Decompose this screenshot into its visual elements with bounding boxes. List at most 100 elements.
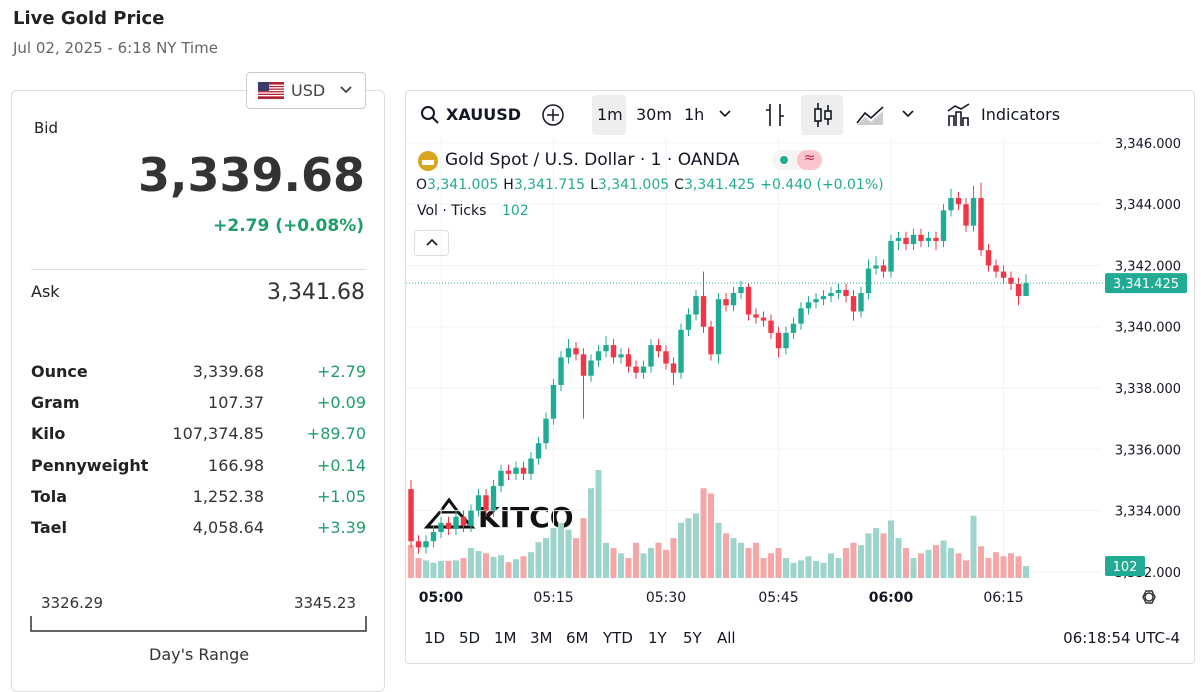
ask-price: 3,341.68 (267, 280, 365, 305)
volume-bar (978, 546, 984, 578)
candle-body (513, 467, 519, 474)
candle-body (723, 299, 729, 306)
chevron (340, 86, 352, 94)
x-tick-label: 05:15 (533, 590, 573, 606)
volume-bar (805, 556, 812, 578)
candle-body (925, 237, 932, 241)
range-high: 3345.23 (293, 594, 356, 612)
bid-label: Bid (34, 119, 58, 137)
candle-body (753, 314, 759, 318)
chevron[interactable] (901, 108, 915, 120)
bar-style-icon[interactable] (764, 102, 786, 128)
candle-body (408, 489, 414, 542)
volume-bar (423, 560, 429, 578)
volume-bar (573, 538, 579, 578)
settings-icon[interactable] (1142, 590, 1156, 604)
unit-change: +0.09 (316, 393, 366, 413)
volume-tag-label: 102 (1113, 560, 1138, 575)
candle-style-active[interactable] (801, 95, 843, 135)
range-button[interactable]: All (717, 629, 736, 647)
volume-bar (603, 542, 609, 578)
y-tick-label: 3,344.000 (1115, 198, 1181, 213)
interval[interactable]: 1h (684, 105, 705, 124)
volume-bar (753, 542, 759, 578)
chevron[interactable] (718, 108, 732, 120)
candle-icon (814, 103, 832, 127)
volume-bar (963, 560, 969, 578)
candle-body (843, 289, 849, 297)
volume-bar (685, 518, 692, 578)
currency-select[interactable]: USD (246, 72, 366, 109)
interval[interactable]: 1m (597, 105, 623, 124)
range-bar (30, 616, 367, 632)
candle-body (588, 360, 594, 376)
candle-body (865, 268, 872, 294)
volume-bar (843, 548, 849, 578)
chart-title: Gold Spot / U.S. Dollar · 1 · OANDA (445, 150, 740, 170)
volume-bar (820, 562, 827, 578)
volume-bar (873, 528, 879, 578)
volume-bar (678, 522, 684, 578)
unit-name: Kilo (31, 424, 66, 444)
candle-body (618, 354, 624, 358)
candle-body (670, 363, 677, 373)
volume-bar (505, 562, 512, 578)
volume-bar (955, 553, 962, 578)
indicators-icon[interactable] (946, 102, 972, 128)
volume-bar (648, 548, 654, 578)
range-button[interactable]: 3M (530, 629, 553, 647)
unit-price: 4,058.64 (192, 518, 264, 537)
range-button[interactable]: YTD (603, 629, 633, 647)
volume-bar (565, 529, 572, 578)
y-tick-label: 3,338.000 (1115, 382, 1181, 397)
range-button[interactable]: 1D (424, 629, 446, 647)
volume-value: 102 (502, 203, 529, 219)
price-tag (1105, 273, 1187, 294)
area-icon[interactable] (855, 103, 887, 127)
candle-body (565, 348, 572, 358)
volume-bar (550, 528, 557, 578)
compare-icon[interactable] (541, 103, 565, 127)
volume-bar (828, 553, 834, 578)
ohlc-row: O3,341.005 H3,341.715 L3,341.005 C3,341.425… (416, 177, 884, 193)
range-button[interactable]: 5Y (683, 629, 702, 647)
clock: 06:18:54 UTC-4 (1063, 629, 1180, 647)
volume-bar (850, 542, 857, 578)
volume-bar (760, 558, 767, 578)
volume-bar (535, 542, 542, 578)
candle-body (633, 366, 639, 373)
volume-bar (888, 520, 894, 578)
ohlc-value: 3,341.005 (427, 177, 499, 193)
unit-change: +0.14 (316, 455, 366, 475)
candle-body (955, 198, 962, 205)
candle-body (505, 470, 512, 474)
interval[interactable]: 30m (636, 105, 672, 124)
unit-price: 166.98 (208, 455, 264, 475)
volume-bar (970, 515, 977, 578)
volume-bar (513, 559, 519, 578)
volume-bar (438, 560, 444, 578)
volume-bar (940, 540, 947, 578)
range-button[interactable]: 5D (459, 629, 481, 647)
candle-body (1000, 271, 1007, 278)
unit-change: +3.39 (316, 518, 366, 537)
symbol[interactable]: XAUUSD (446, 105, 522, 124)
volume-bar (880, 533, 887, 578)
candle-body (610, 345, 617, 358)
ohlc-item: C3,341.425 (674, 177, 755, 193)
volume-bar (715, 522, 722, 578)
volume-bar (918, 553, 924, 578)
volume-bar (903, 548, 909, 578)
range-button[interactable]: 1M (494, 629, 517, 647)
range-button[interactable]: 1Y (648, 629, 667, 647)
candle-body (490, 486, 497, 511)
candle-body (453, 516, 459, 529)
volume-bar (993, 552, 999, 578)
search-icon[interactable] (420, 105, 440, 125)
range-button[interactable]: 6M (566, 629, 589, 647)
indicators[interactable]: Indicators (981, 105, 1061, 124)
collapse-button[interactable] (414, 230, 449, 256)
candle-body (888, 240, 894, 272)
candle-body (828, 293, 834, 297)
candle-body (805, 302, 812, 309)
